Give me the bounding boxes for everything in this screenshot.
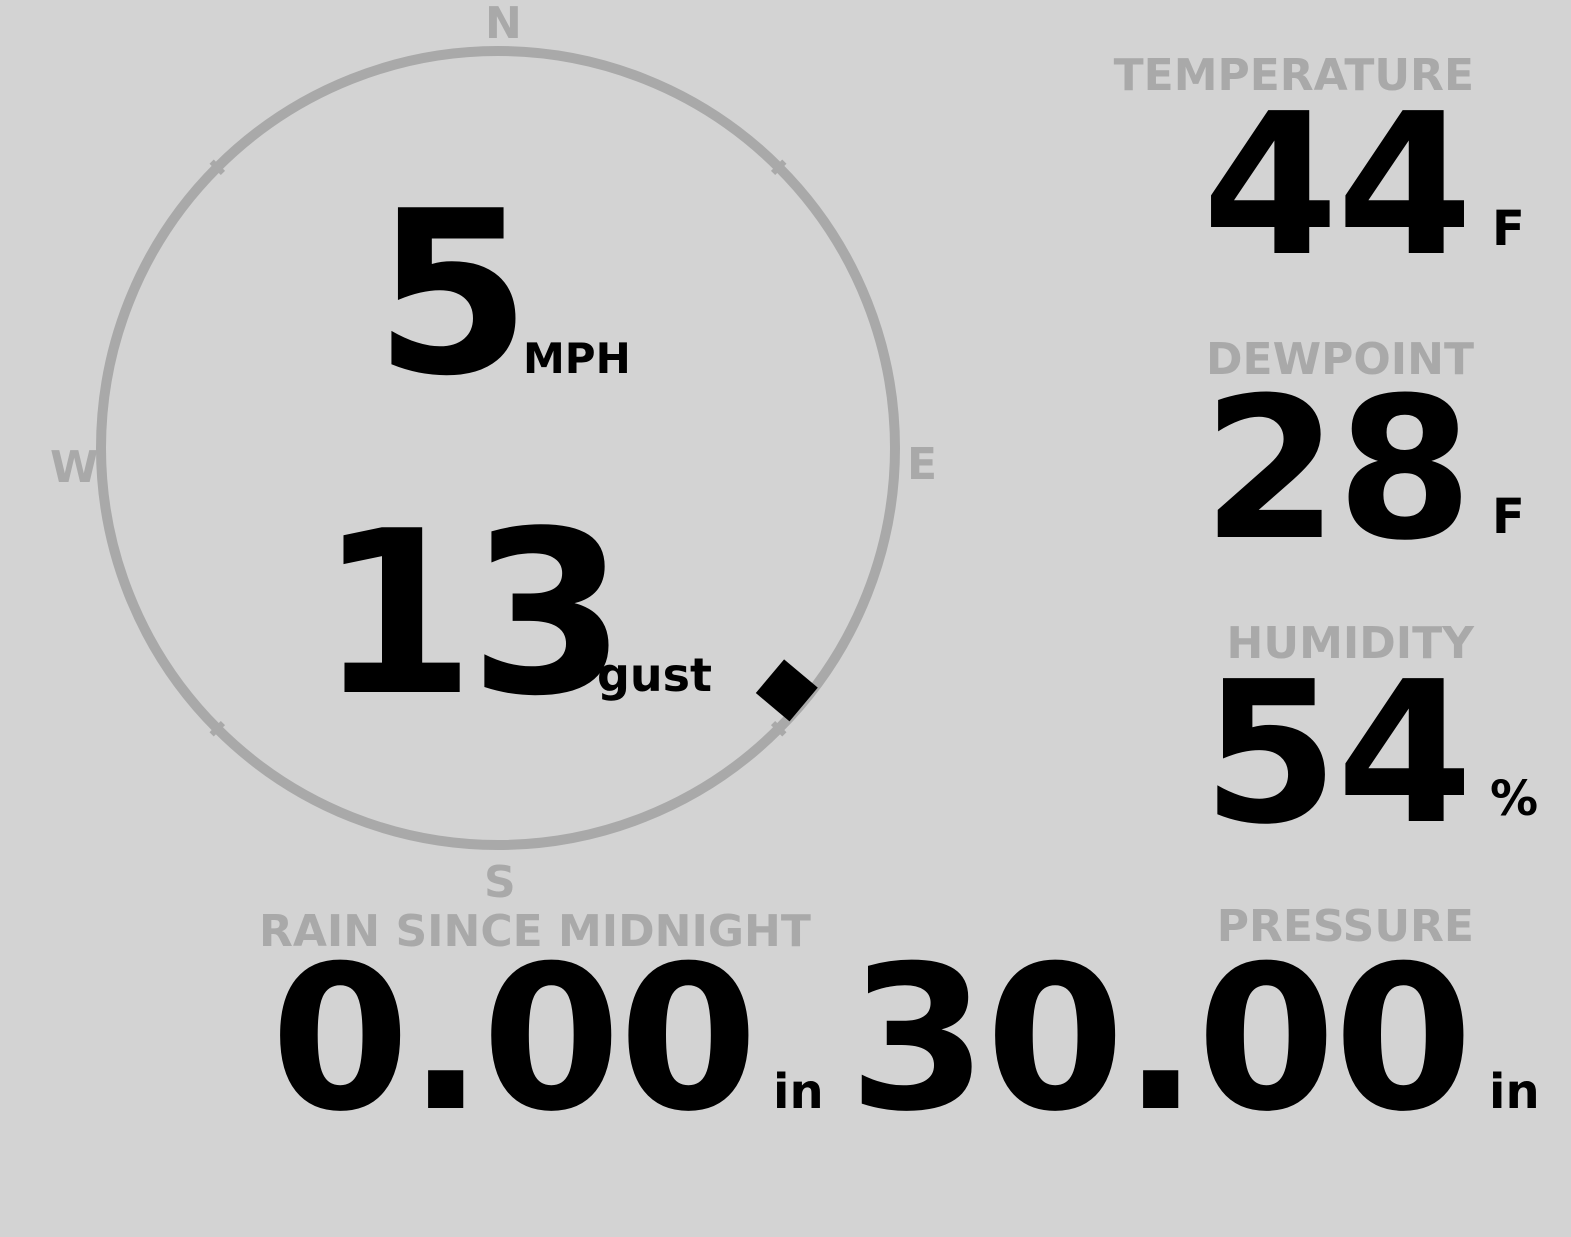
compass-tick xyxy=(770,720,787,737)
pressure-unit: in xyxy=(1489,1064,1540,1120)
compass-north-label: N xyxy=(485,0,522,49)
pressure-value: 30.00 xyxy=(848,923,1473,1156)
temperature-value: 44 xyxy=(1202,72,1473,300)
dewpoint-unit: F xyxy=(1492,489,1525,545)
compass-tick xyxy=(770,159,787,176)
pressure-label: PRESSURE xyxy=(1216,901,1474,952)
compass-ring xyxy=(96,46,900,850)
compass-east-label: E xyxy=(907,439,938,490)
dewpoint-value: 28 xyxy=(1202,356,1473,584)
wind-speed-unit: MPH xyxy=(523,334,631,383)
humidity-value: 54 xyxy=(1202,640,1473,868)
temperature-label: TEMPERATURE xyxy=(1113,50,1474,101)
compass-tick xyxy=(209,720,226,737)
rain-unit: in xyxy=(773,1064,824,1120)
wind-gust-value: 13 xyxy=(318,483,627,746)
rain-value: 0.00 xyxy=(270,923,758,1156)
dewpoint-label: DEWPOINT xyxy=(1206,334,1474,385)
rain-label: RAIN SINCE MIDNIGHT xyxy=(259,906,811,957)
compass-west-label: W xyxy=(50,442,99,493)
wind-speed-value: 5 xyxy=(374,163,532,426)
humidity-label: HUMIDITY xyxy=(1226,618,1474,669)
wind-gust-label: gust xyxy=(597,648,713,702)
compass-south-label: S xyxy=(484,857,516,908)
wind-direction-marker xyxy=(755,659,818,722)
compass-tick xyxy=(209,159,226,176)
temperature-unit: F xyxy=(1492,201,1525,257)
humidity-unit: % xyxy=(1490,771,1539,827)
